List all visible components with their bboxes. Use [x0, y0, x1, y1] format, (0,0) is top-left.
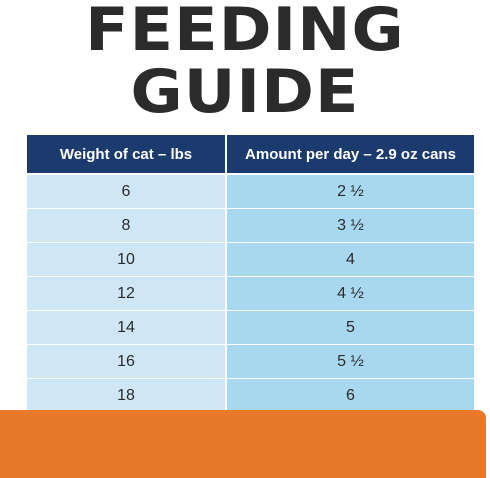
feeding-table: Weight of cat – lbs Amount per day – 2.9…	[27, 135, 474, 413]
table-row: 14 5	[27, 311, 474, 344]
amount-cell: 6	[227, 379, 474, 412]
weight-cell: 6	[27, 175, 225, 208]
table-row: 18 6	[27, 379, 474, 412]
amount-cell: 2 ½	[227, 175, 474, 208]
table-row: 12 4 ½	[27, 277, 474, 310]
table-header-row: Weight of cat – lbs Amount per day – 2.9…	[27, 135, 474, 173]
weight-cell: 18	[27, 379, 225, 412]
weight-cell: 8	[27, 209, 225, 242]
weight-cell: 16	[27, 345, 225, 378]
amount-cell: 3 ½	[227, 209, 474, 242]
table-row: 10 4	[27, 243, 474, 276]
weight-cell: 12	[27, 277, 225, 310]
table-row: 6 2 ½	[27, 175, 474, 208]
table-row: 16 5 ½	[27, 345, 474, 378]
amount-cell: 4	[227, 243, 474, 276]
header-weight: Weight of cat – lbs	[27, 135, 225, 173]
weight-cell: 14	[27, 311, 225, 344]
weight-cell: 10	[27, 243, 225, 276]
title-line-2: GUIDE	[130, 57, 360, 127]
amount-cell: 5 ½	[227, 345, 474, 378]
header-amount: Amount per day – 2.9 oz cans	[227, 135, 474, 173]
orange-footer-band	[0, 410, 486, 478]
table-row: 8 3 ½	[27, 209, 474, 242]
amount-cell: 4 ½	[227, 277, 474, 310]
amount-cell: 5	[227, 311, 474, 344]
title-line-1: FEEDING	[85, 0, 405, 65]
